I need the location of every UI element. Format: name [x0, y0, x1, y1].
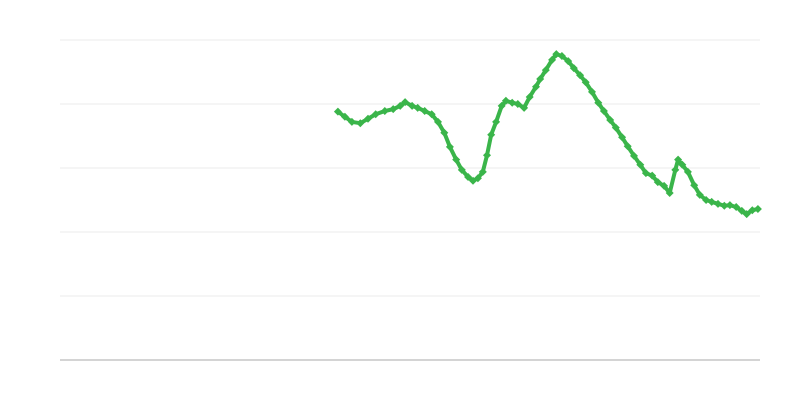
marker [440, 128, 449, 137]
marker [564, 57, 573, 66]
marker [347, 117, 356, 126]
marker [508, 98, 517, 107]
marker [525, 92, 534, 101]
marker [457, 165, 466, 174]
marker [420, 107, 429, 116]
marker [737, 206, 746, 215]
marker [497, 101, 506, 110]
marker [594, 98, 603, 107]
marker [581, 78, 590, 87]
marker [683, 167, 692, 176]
marker [356, 119, 365, 128]
marker [473, 174, 482, 183]
marker [413, 103, 422, 112]
marker [396, 101, 405, 110]
marker [636, 160, 645, 169]
marker [464, 172, 473, 181]
marker [678, 160, 687, 169]
marker [445, 142, 454, 151]
marker [630, 151, 638, 160]
marker [569, 64, 578, 73]
marker [483, 151, 491, 160]
marker [674, 155, 683, 164]
marker [513, 100, 522, 108]
marker [434, 117, 442, 126]
marker [389, 105, 398, 114]
marker [660, 181, 669, 190]
marker [599, 107, 608, 116]
marker [690, 181, 699, 190]
marker [671, 165, 680, 174]
marker [611, 123, 620, 132]
marker [452, 155, 461, 164]
marker [714, 199, 722, 208]
marker [665, 188, 674, 197]
marker [707, 197, 716, 206]
marker [536, 75, 545, 84]
marker [576, 71, 585, 80]
marker [732, 203, 741, 212]
marker [606, 116, 615, 124]
marker [695, 190, 704, 199]
marker [427, 110, 436, 119]
marker [588, 87, 596, 96]
marker [548, 55, 557, 64]
marker [492, 117, 501, 126]
marker [541, 66, 550, 75]
marker [753, 204, 762, 213]
marker [641, 169, 650, 178]
marker [742, 210, 751, 219]
marker [532, 82, 540, 91]
marker [401, 98, 410, 107]
marker [501, 96, 510, 105]
marker [720, 201, 729, 210]
marker [618, 133, 627, 142]
marker [340, 112, 349, 121]
marker [653, 178, 662, 187]
marker [487, 130, 496, 139]
marker [371, 110, 380, 119]
marker [520, 103, 529, 112]
marker [557, 52, 566, 60]
marker [364, 114, 372, 123]
line [336, 52, 759, 217]
marker [380, 107, 389, 116]
marker [623, 142, 632, 151]
marker [333, 107, 342, 116]
marker [648, 171, 657, 180]
marker [478, 167, 487, 176]
marker [748, 206, 757, 215]
marker [725, 201, 734, 210]
